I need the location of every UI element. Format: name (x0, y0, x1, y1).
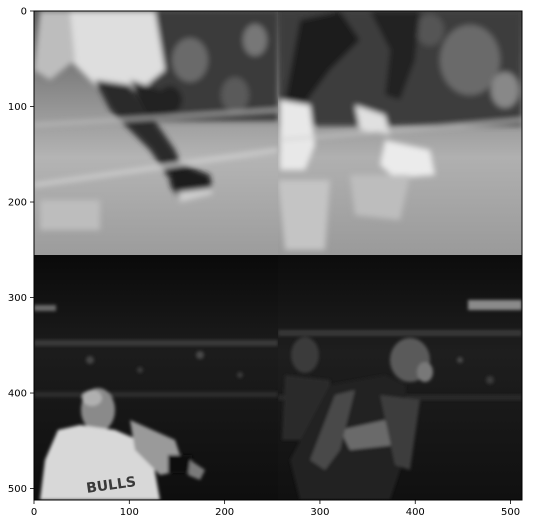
x-tick-label: 300 (310, 507, 329, 518)
y-tick-label: 500 (8, 484, 27, 495)
panel-bottom-right (278, 255, 522, 500)
y-tick-label: 0 (21, 7, 27, 18)
y-tick-label: 100 (8, 102, 27, 113)
x-tick-label: 100 (120, 507, 139, 518)
jersey-text: BULLS (85, 474, 137, 497)
y-tick-label: 300 (8, 293, 27, 304)
y-tick-label: 400 (8, 389, 27, 400)
x-axis: 0 100 200 300 400 500 (31, 500, 520, 518)
x-tick-label: 0 (31, 507, 37, 518)
panel-bottom-left: BULLS (34, 255, 278, 500)
y-axis: 0 100 200 300 400 500 (8, 7, 34, 495)
x-tick-label: 200 (215, 507, 234, 518)
panel-top-left (34, 11, 278, 255)
axes-frame (33, 10, 523, 501)
y-tick-label: 200 (8, 198, 27, 209)
panel-top-right (278, 11, 522, 255)
x-tick-label: 500 (501, 507, 520, 518)
x-tick-label: 400 (406, 507, 425, 518)
